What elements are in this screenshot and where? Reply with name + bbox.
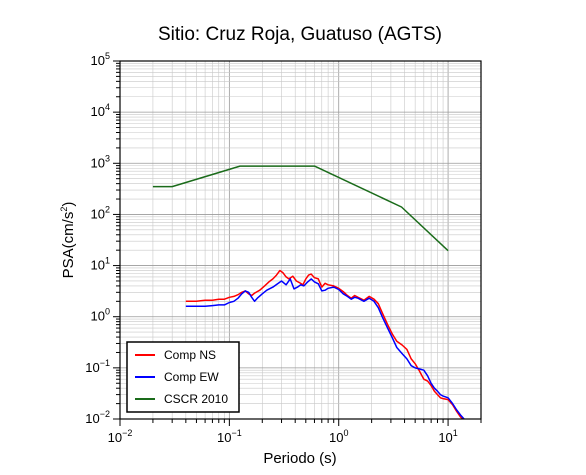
series-lines xyxy=(152,165,465,419)
y-tick-label: 102 xyxy=(91,204,110,221)
y-tick-label: 10−2 xyxy=(85,409,110,426)
series-line-comp-ew xyxy=(185,278,465,419)
y-axis-label: PSA(cm/s2) xyxy=(59,202,77,279)
y-tick-label: 10−1 xyxy=(85,358,110,375)
x-tick-label: 100 xyxy=(329,428,348,445)
x-tick-label: 10−2 xyxy=(108,428,133,445)
y-tick-label: 100 xyxy=(91,307,110,324)
plot-frame xyxy=(119,60,482,420)
y-tick-label: 105 xyxy=(91,51,110,68)
y-tick-label: 101 xyxy=(91,256,110,273)
legend-label: Comp EW xyxy=(164,370,219,384)
x-axis-label: Periodo (s) xyxy=(263,450,336,467)
grid xyxy=(119,60,482,420)
series-line-comp-ns xyxy=(185,269,464,419)
legend-label: CSCR 2010 xyxy=(164,392,228,406)
legend: Comp NS Comp EW CSCR 2010 xyxy=(126,341,240,413)
ticks: 10−2 10−1 100 101 10−2 10−1 100 101 102 103 104 105 xyxy=(85,51,482,445)
y-tick-label: 103 xyxy=(91,153,110,170)
x-tick-label: 101 xyxy=(438,428,457,445)
chart-title: Sitio: Cruz Roja, Guatuso (AGTS) xyxy=(158,24,442,45)
y-tick-label: 104 xyxy=(91,102,110,119)
series-line-cscr-2010 xyxy=(152,165,449,252)
legend-label: Comp NS xyxy=(164,348,216,362)
x-tick-label: 10−1 xyxy=(217,428,242,445)
